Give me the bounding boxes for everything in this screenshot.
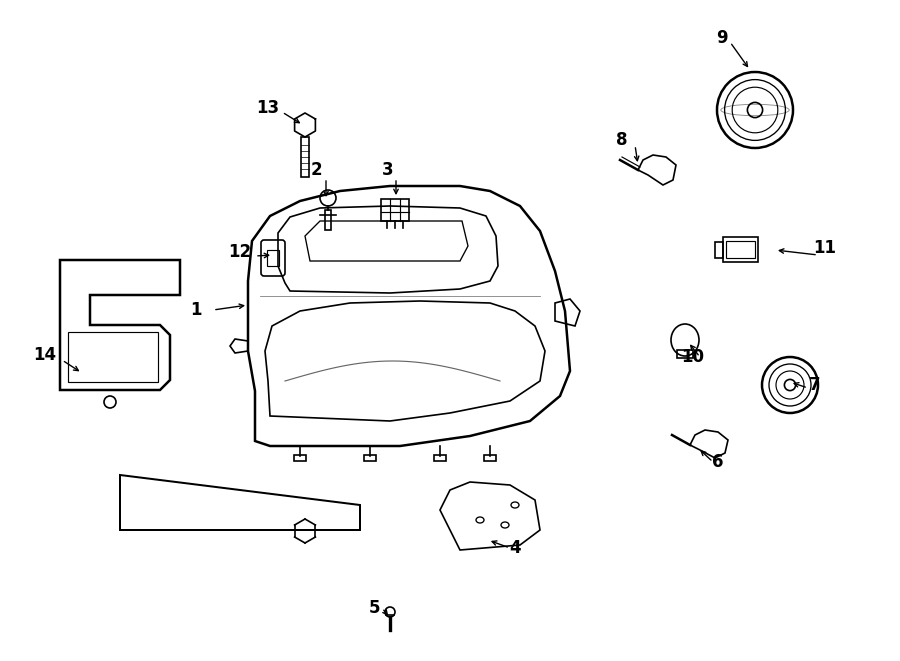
Text: 12: 12 — [229, 243, 252, 261]
Text: 13: 13 — [256, 99, 280, 117]
Bar — [484, 455, 496, 461]
Bar — [267, 250, 279, 266]
Text: 2: 2 — [310, 161, 322, 179]
Text: 5: 5 — [369, 599, 381, 617]
Bar — [68, 332, 158, 382]
Text: 4: 4 — [509, 539, 521, 557]
Bar — [364, 455, 376, 461]
Bar — [726, 241, 755, 258]
Text: 11: 11 — [814, 239, 836, 257]
Bar — [325, 210, 331, 230]
Bar — [301, 137, 309, 177]
Text: 7: 7 — [809, 376, 821, 394]
Bar — [294, 455, 306, 461]
Text: 10: 10 — [681, 348, 705, 366]
Text: 6: 6 — [712, 453, 724, 471]
Text: 8: 8 — [616, 131, 628, 149]
Bar — [677, 350, 693, 358]
Text: 3: 3 — [382, 161, 394, 179]
Text: 14: 14 — [33, 346, 57, 364]
Text: 1: 1 — [190, 301, 202, 319]
Bar — [715, 242, 723, 258]
Bar — [723, 237, 758, 262]
Bar — [434, 455, 446, 461]
Bar — [381, 199, 409, 221]
Text: 9: 9 — [716, 29, 728, 47]
